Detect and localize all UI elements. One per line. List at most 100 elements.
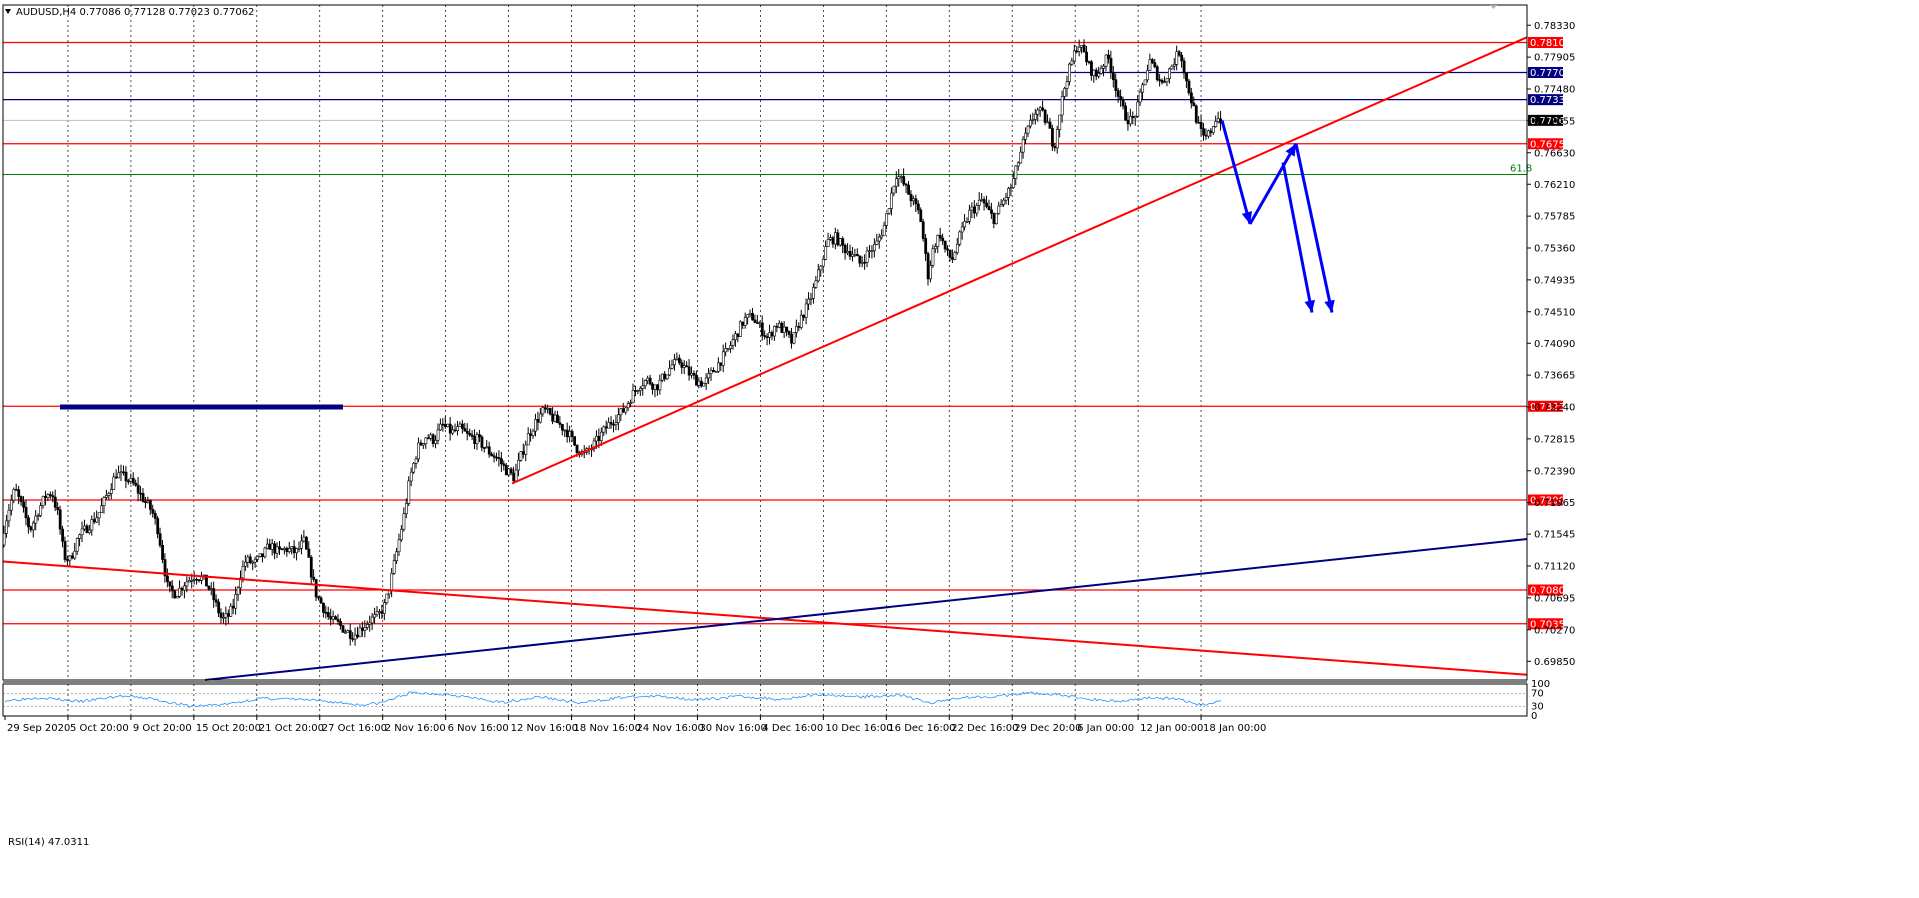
candle-body (114, 476, 118, 479)
candle-body (234, 594, 238, 609)
trendline[interactable] (204, 538, 1528, 681)
candle-body (595, 435, 598, 442)
candle-body (1063, 88, 1067, 97)
projection-arrow-head[interactable] (1285, 143, 1296, 157)
candle-body (163, 559, 167, 577)
candle-body (146, 500, 150, 503)
candle-body (990, 209, 993, 214)
candle-body (758, 322, 762, 325)
projection-arrows[interactable] (1220, 120, 1335, 313)
candle-body (173, 590, 177, 599)
price-level-tag (1528, 400, 1563, 412)
candle-body (1029, 119, 1032, 127)
trendline[interactable] (2, 560, 1528, 676)
candle-body (39, 505, 43, 516)
candle-body (1180, 54, 1184, 62)
candle-body (1146, 70, 1149, 81)
price-candles (2, 39, 1223, 646)
candle-body (214, 599, 218, 603)
price-axis-label: 0.69850 (1534, 657, 1575, 668)
trendlines[interactable] (2, 36, 1528, 681)
candle-body (1204, 134, 1208, 137)
candle-body (697, 380, 701, 386)
candle-body (707, 373, 711, 379)
candle-body (278, 546, 281, 550)
horizontal-levels[interactable]: 0.78100 0.77700 0.77338 0.77062 0.76750 0.732… (3, 37, 1571, 630)
candle-body (936, 234, 940, 247)
candle-body (1148, 59, 1152, 71)
projection-arrow-shaft[interactable] (1294, 143, 1334, 313)
rsi-axis-label: 100 (1531, 679, 1550, 690)
candle-body (307, 548, 311, 558)
candle-body (709, 370, 713, 374)
time-axis-label: 9 Oct 20:00 (133, 723, 192, 734)
candle-body (787, 331, 791, 335)
candle-body (763, 335, 767, 337)
rsi-axis-label: 70 (1531, 689, 1544, 700)
candle-body (256, 556, 260, 560)
candle-body (400, 528, 403, 541)
time-axis-label: 22 Dec 16:00 (951, 723, 1018, 734)
candle-body (478, 434, 481, 438)
chart-frame (2, 4, 1528, 717)
candle-body (809, 298, 813, 300)
candle-body (1155, 66, 1159, 80)
candle-body (814, 280, 818, 288)
candle-body (982, 199, 986, 204)
candle-body (919, 209, 923, 223)
candle-body (1038, 107, 1042, 111)
candle-body (22, 501, 26, 508)
candle-body (1036, 109, 1040, 115)
projection-arrow-head[interactable] (1304, 299, 1315, 313)
candle-body (821, 259, 825, 267)
candle-body (168, 581, 172, 587)
candle-body (634, 390, 637, 392)
candle-body (1080, 44, 1084, 48)
candle-body (95, 517, 99, 523)
candle-body (502, 463, 506, 466)
candle-body (497, 457, 501, 460)
candle-body (426, 437, 430, 440)
candle-body (197, 579, 201, 582)
candle-body (53, 496, 57, 508)
time-axis-label: 12 Nov 16:00 (511, 723, 578, 734)
candle-body (29, 526, 33, 531)
candle-body (619, 408, 623, 416)
candle-body (341, 625, 345, 633)
trendline[interactable] (511, 36, 1528, 485)
projection-arrow-shaft[interactable] (1248, 143, 1298, 225)
candle-body (314, 579, 318, 598)
candle-body (395, 551, 399, 562)
projection-arrow-head[interactable] (1324, 299, 1335, 313)
candle-body (546, 408, 550, 410)
projection-arrow-shaft[interactable] (1281, 162, 1314, 313)
candle-body (283, 548, 286, 550)
candle-body (802, 314, 806, 318)
price-axis-label: 0.76630 (1534, 148, 1575, 159)
candle-body (719, 362, 723, 366)
candle-body (855, 254, 859, 257)
candle-body (726, 348, 730, 350)
candle-body (219, 612, 223, 618)
candle-body (1126, 119, 1130, 125)
candle-body (448, 423, 452, 434)
candle-body (246, 556, 250, 563)
candle-body (468, 433, 472, 436)
chart-dropdown-icon[interactable] (5, 9, 11, 14)
candle-body (660, 373, 664, 381)
candle-body (1187, 80, 1191, 94)
candle-body (848, 251, 852, 257)
candle-body (390, 572, 394, 591)
candle-body (495, 456, 498, 459)
candle-body (885, 213, 889, 226)
candle-body (1004, 197, 1008, 201)
projection-arrow-head[interactable] (1241, 211, 1253, 224)
time-axis-label: 30 Nov 16:00 (699, 723, 766, 734)
time-axis-label: 4 Dec 16:00 (762, 723, 823, 734)
candle-body (724, 348, 728, 353)
candle-body (156, 518, 160, 535)
rsi-axis-label: 30 (1531, 701, 1544, 712)
candle-body (951, 257, 954, 260)
projection-arrow-shaft[interactable] (1220, 120, 1252, 225)
